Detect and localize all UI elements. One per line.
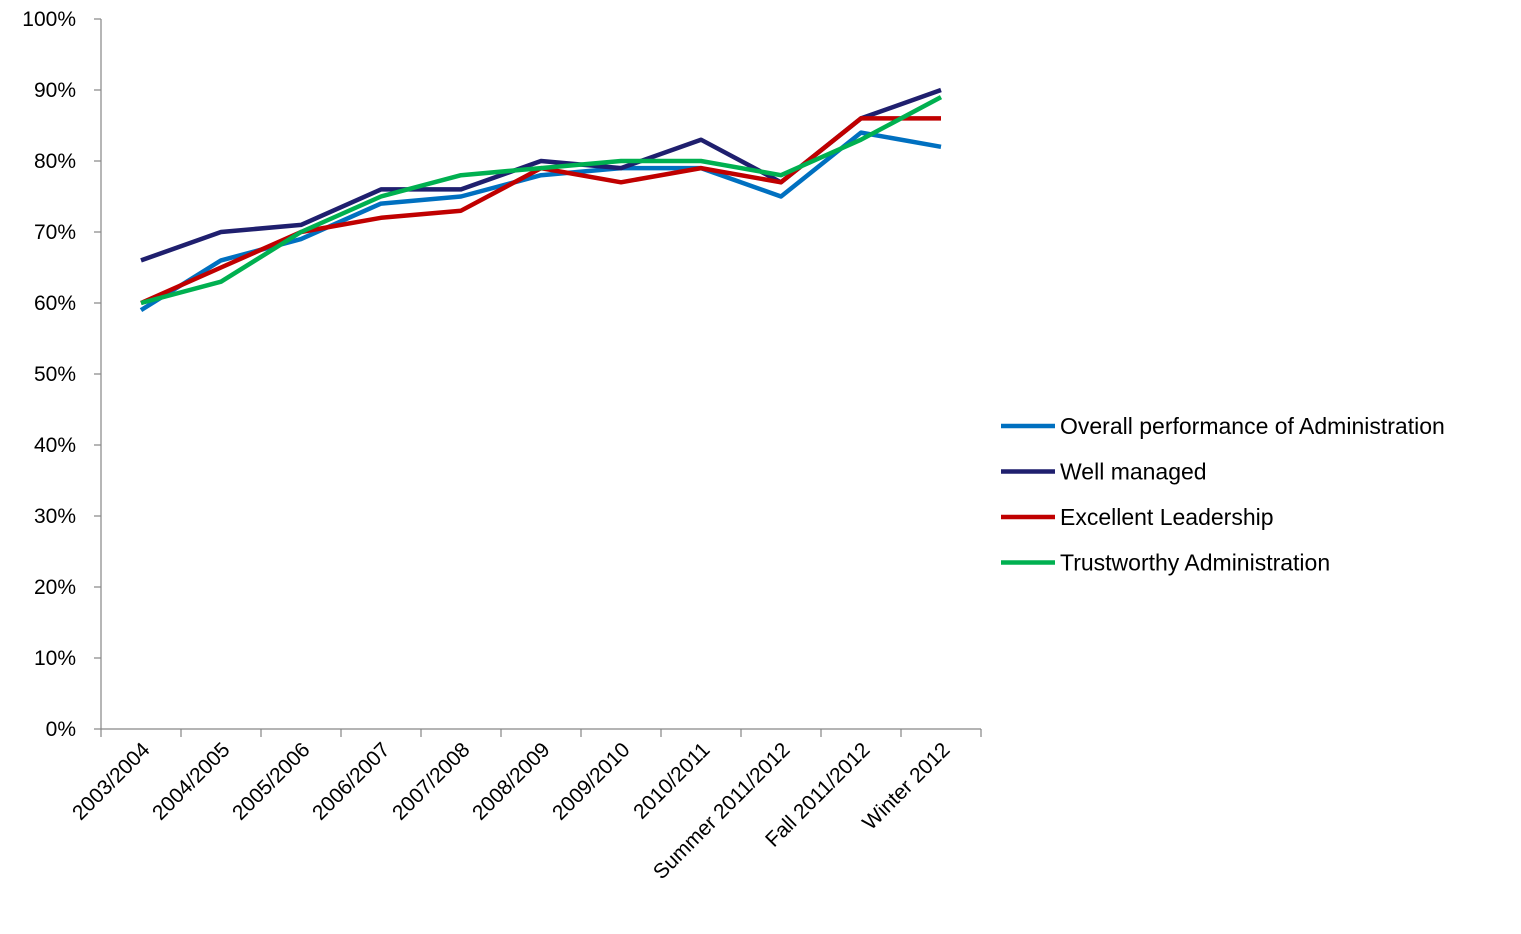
y-tick-label: 60% [34,292,76,315]
y-tick-label: 70% [34,221,76,244]
series-line-3 [140,116,941,306]
y-tick-label: 20% [34,576,76,599]
y-tick-label: 50% [34,363,76,386]
legend-label: Well managed [1060,459,1207,485]
legend-label: Excellent Leadership [1060,504,1274,530]
y-tick-label: 100% [22,8,76,31]
x-tick-label: 2008/2009 [468,738,554,824]
x-tick-label: 2009/2010 [548,738,634,824]
y-axis-ticks: 0% 10% 20% 30% 40% 50% 60% 70% 80% 90% 100% [22,8,101,741]
x-tick-label: 2004/2005 [148,738,234,824]
series-line-4 [140,95,943,306]
legend-label: Overall performance of Administration [1060,413,1445,439]
series-lines [139,87,943,313]
legend-label: Trustworthy Administration [1060,550,1330,576]
x-tick-label: 2007/2008 [388,738,474,824]
y-tick-label: 10% [34,647,76,670]
legend: Overall performance of Administration Wel… [1001,413,1445,576]
y-tick-label: 40% [34,434,76,457]
y-tick-label: 0% [46,718,76,741]
x-tick-label: 2006/2007 [308,738,394,824]
x-tick-label: Summer 2011/2012 [649,738,795,884]
y-tick-label: 90% [34,79,76,102]
y-tick-label: 30% [34,505,76,528]
y-tick-label: 80% [34,150,76,173]
x-tick-label: 2003/2004 [68,738,155,825]
x-tick-label: 2010/2011 [629,738,714,823]
x-axis-ticks: 2003/20042004/20052005/20062006/20072007… [68,729,982,884]
x-tick-label: 2005/2006 [228,738,314,824]
